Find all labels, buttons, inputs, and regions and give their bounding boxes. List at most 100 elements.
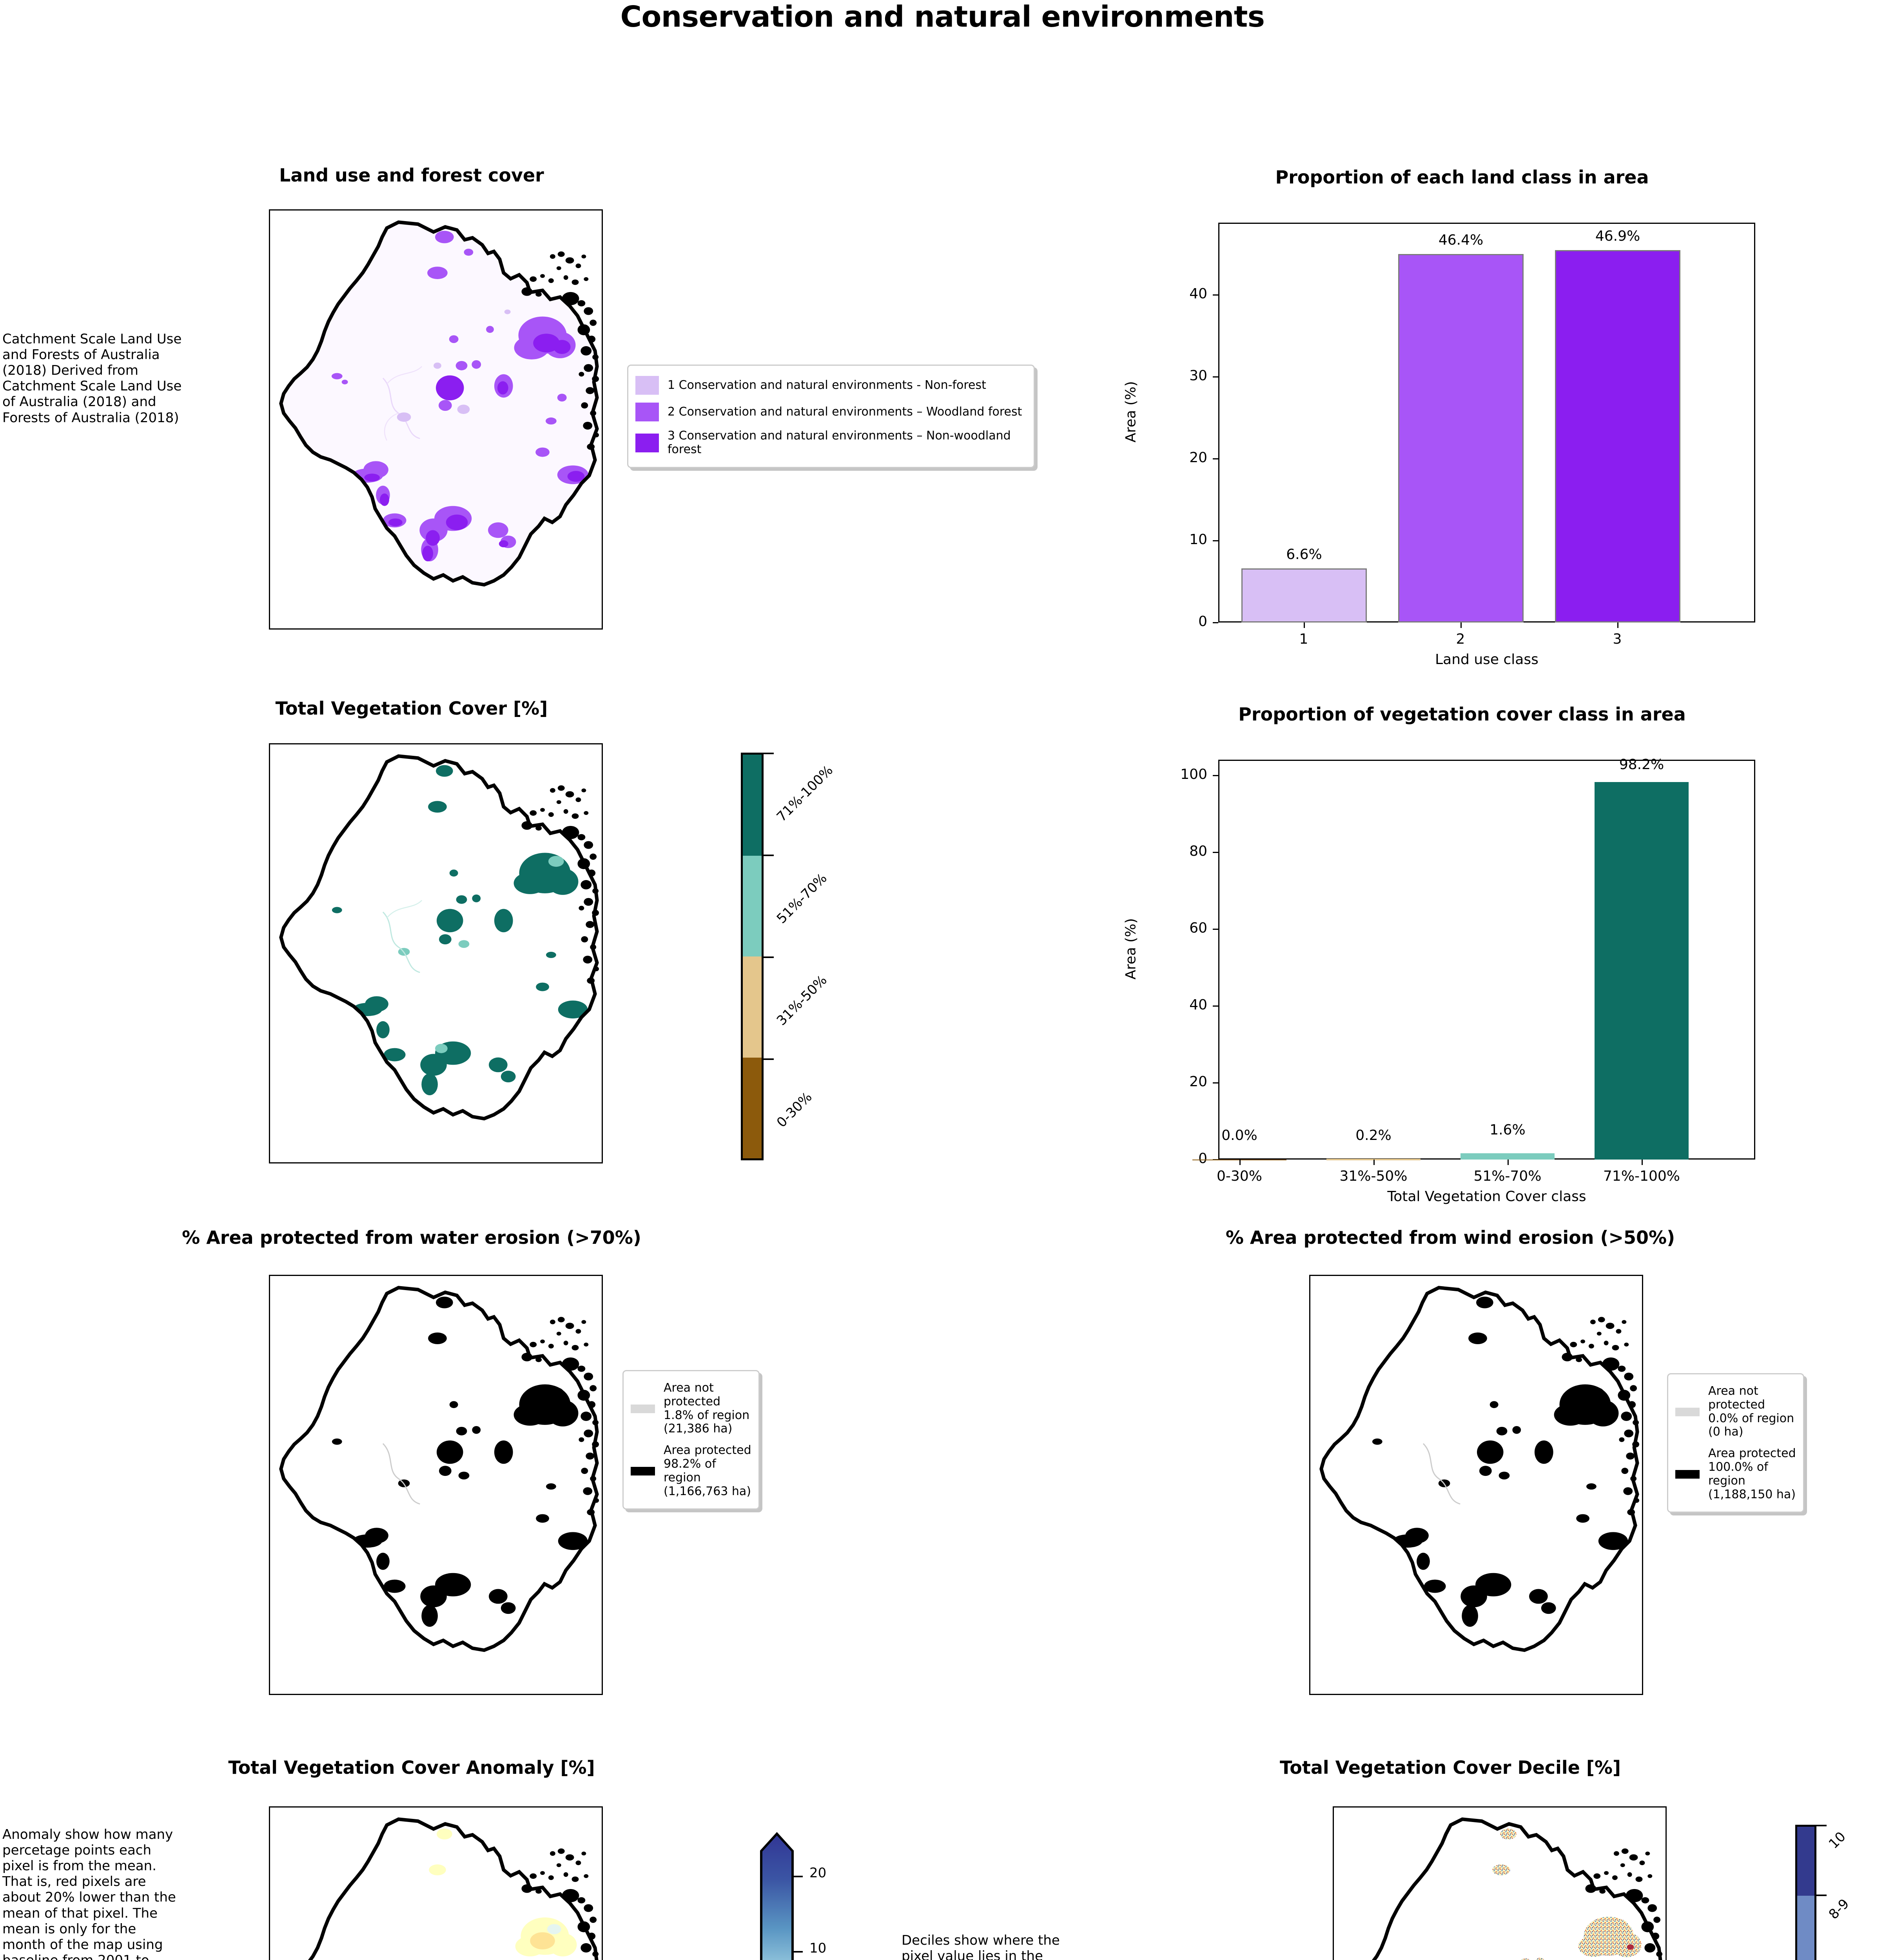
anomaly-map-canvas (270, 1808, 602, 1960)
colorbar-label-10: 10 (809, 1940, 827, 1956)
veg-cover-colorbar: 71%-100% 51%-70% 31%-50% 0-30% (741, 737, 960, 1168)
y-tick-mark (1213, 1005, 1218, 1007)
chart-title: Proportion of vegetation cover class in … (1238, 704, 1686, 725)
bar-class-2[interactable] (1398, 254, 1524, 622)
colorbar-tick (793, 1951, 803, 1953)
x-axis-label: Total Vegetation Cover class (1387, 1189, 1586, 1205)
colorbar-seg-71-100 (743, 755, 762, 856)
x-tick-1: 1 (1299, 631, 1308, 647)
y-tick-20: 20 (1189, 450, 1207, 466)
bar-label-31-50: 0.2% (1355, 1127, 1392, 1143)
anomaly-explainer-note: Anomaly show how many percetage points e… (2, 1827, 176, 1960)
colorbar-strip (741, 753, 764, 1160)
legend-swatch-class-1 (635, 376, 659, 395)
colorbar-tick (764, 855, 774, 856)
x-tick-71-100: 71%-100% (1603, 1168, 1680, 1184)
decile-map[interactable] (1333, 1806, 1667, 1960)
decile-map-canvas (1334, 1808, 1665, 1960)
legend-item: 1 Conservation and natural environments … (635, 376, 1027, 395)
bar-label-71-100: 98.2% (1619, 757, 1664, 773)
land-class-proportion-chart: Proportion of each land class in area 0 … (1117, 165, 1807, 674)
legend-label-protected: Area protected 100.0% of region (1,188,1… (1708, 1446, 1796, 1501)
y-axis-label: Area (%) (1123, 381, 1139, 443)
legend-item: 2 Conservation and natural environments … (635, 403, 1027, 421)
colorbar-label-10: 10 (1825, 1829, 1849, 1852)
legend-label-not-protected: Area not protected 1.8% of region (21,38… (664, 1381, 750, 1436)
land-use-map-title: Land use and forest cover (279, 165, 544, 186)
colorbar-seg-8-9 (1797, 1896, 1814, 1960)
y-tick-mark (1213, 1082, 1218, 1083)
land-use-source-note: Catchment Scale Land Use and Forests of … (2, 331, 182, 426)
anomaly-colorbar-svg (760, 1832, 794, 1960)
bar-label-class-2: 46.4% (1438, 232, 1484, 248)
y-tick-30: 30 (1189, 368, 1207, 384)
land-use-map-canvas (270, 211, 602, 628)
bar-label-class-1: 6.6% (1286, 546, 1322, 563)
y-tick-mark (1213, 622, 1218, 623)
y-tick-mark (1213, 294, 1218, 296)
bar-class-3[interactable] (1555, 250, 1680, 622)
veg-cover-proportion-chart: Proportion of vegetation cover class in … (1117, 702, 1807, 1219)
bar-51-70[interactable] (1460, 1153, 1555, 1160)
legend-item: Area protected 100.0% of region (1,188,1… (1675, 1446, 1796, 1501)
page-title: Conservation and natural environments (620, 0, 1265, 34)
legend-swatch-protected (631, 1466, 655, 1475)
colorbar-label-51-70: 51%-70% (773, 870, 830, 927)
y-tick-0: 0 (1198, 1151, 1207, 1167)
y-tick-mark (1213, 540, 1218, 541)
y-tick-mark (1213, 458, 1218, 459)
y-tick-20: 20 (1189, 1074, 1207, 1090)
y-tick-80: 80 (1189, 843, 1207, 859)
x-tick-mark (1508, 1160, 1509, 1165)
bar-71-100[interactable] (1595, 782, 1689, 1160)
legend-label-class-1: 1 Conservation and natural environments … (668, 378, 986, 392)
x-tick-mark (1373, 1160, 1375, 1165)
wind-erosion-map[interactable] (1309, 1275, 1643, 1695)
water-erosion-map[interactable] (269, 1275, 603, 1695)
chart-title: Proportion of each land class in area (1275, 167, 1649, 188)
water-erosion-legend: Area not protected 1.8% of region (21,38… (622, 1370, 760, 1510)
anomaly-colorbar: 20 10 0 −10 −20 (737, 1815, 894, 1960)
colorbar-label-31-50: 31%-50% (773, 972, 830, 1029)
land-use-map[interactable] (269, 209, 603, 630)
x-tick-mark (1642, 1160, 1643, 1165)
legend-swatch-not-protected (631, 1404, 655, 1413)
veg-cover-map-canvas (270, 744, 602, 1162)
colorbar-strip (1795, 1825, 1816, 1960)
legend-swatch-not-protected (1675, 1407, 1700, 1416)
veg-cover-map[interactable] (269, 743, 603, 1163)
colorbar-tick (764, 956, 774, 958)
legend-swatch-protected (1675, 1470, 1700, 1479)
veg-cover-map-title: Total Vegetation Cover [%] (275, 698, 548, 719)
x-tick-3: 3 (1613, 631, 1622, 647)
colorbar-label-0-30: 0-30% (773, 1089, 815, 1131)
colorbar-tick (1816, 1895, 1827, 1896)
legend-item: Area not protected 1.8% of region (21,38… (631, 1381, 751, 1436)
colorbar-seg-51-70 (743, 855, 762, 956)
x-tick-0-30: 0-30% (1217, 1168, 1262, 1184)
colorbar-label-8-9: 8-9 (1825, 1896, 1852, 1923)
y-tick-40: 40 (1189, 286, 1207, 302)
wind-erosion-legend: Area not protected 0.0% of region (0 ha)… (1667, 1373, 1804, 1513)
y-tick-mark (1213, 775, 1218, 776)
colorbar-label-20: 20 (809, 1865, 827, 1881)
anomaly-map[interactable] (269, 1806, 603, 1960)
colorbar-seg-31-50 (743, 956, 762, 1058)
legend-item: 3 Conservation and natural environments … (635, 429, 1027, 457)
x-tick-mark (1460, 622, 1462, 628)
legend-label-class-2: 2 Conservation and natural environments … (668, 405, 1022, 419)
y-tick-60: 60 (1189, 920, 1207, 936)
wind-erosion-map-title: % Area protected from wind erosion (>50%… (1225, 1227, 1675, 1248)
colorbar-tick (793, 1876, 803, 1877)
x-tick-2: 2 (1456, 631, 1465, 647)
colorbar-seg-0-30 (743, 1057, 762, 1158)
bar-label-0-30: 0.0% (1221, 1127, 1257, 1143)
legend-item: Area not protected 0.0% of region (0 ha) (1675, 1384, 1796, 1439)
y-axis-label: Area (%) (1123, 918, 1139, 980)
legend-label-protected: Area protected 98.2% of region (1,166,76… (664, 1443, 751, 1498)
bar-class-1[interactable] (1241, 568, 1367, 622)
x-tick-mark (1617, 622, 1618, 628)
y-tick-mark (1213, 376, 1218, 377)
x-tick-mark (1239, 1160, 1241, 1165)
decile-colorbar: 10 8-9 4-7 2-3 1 (1795, 1811, 1885, 1960)
